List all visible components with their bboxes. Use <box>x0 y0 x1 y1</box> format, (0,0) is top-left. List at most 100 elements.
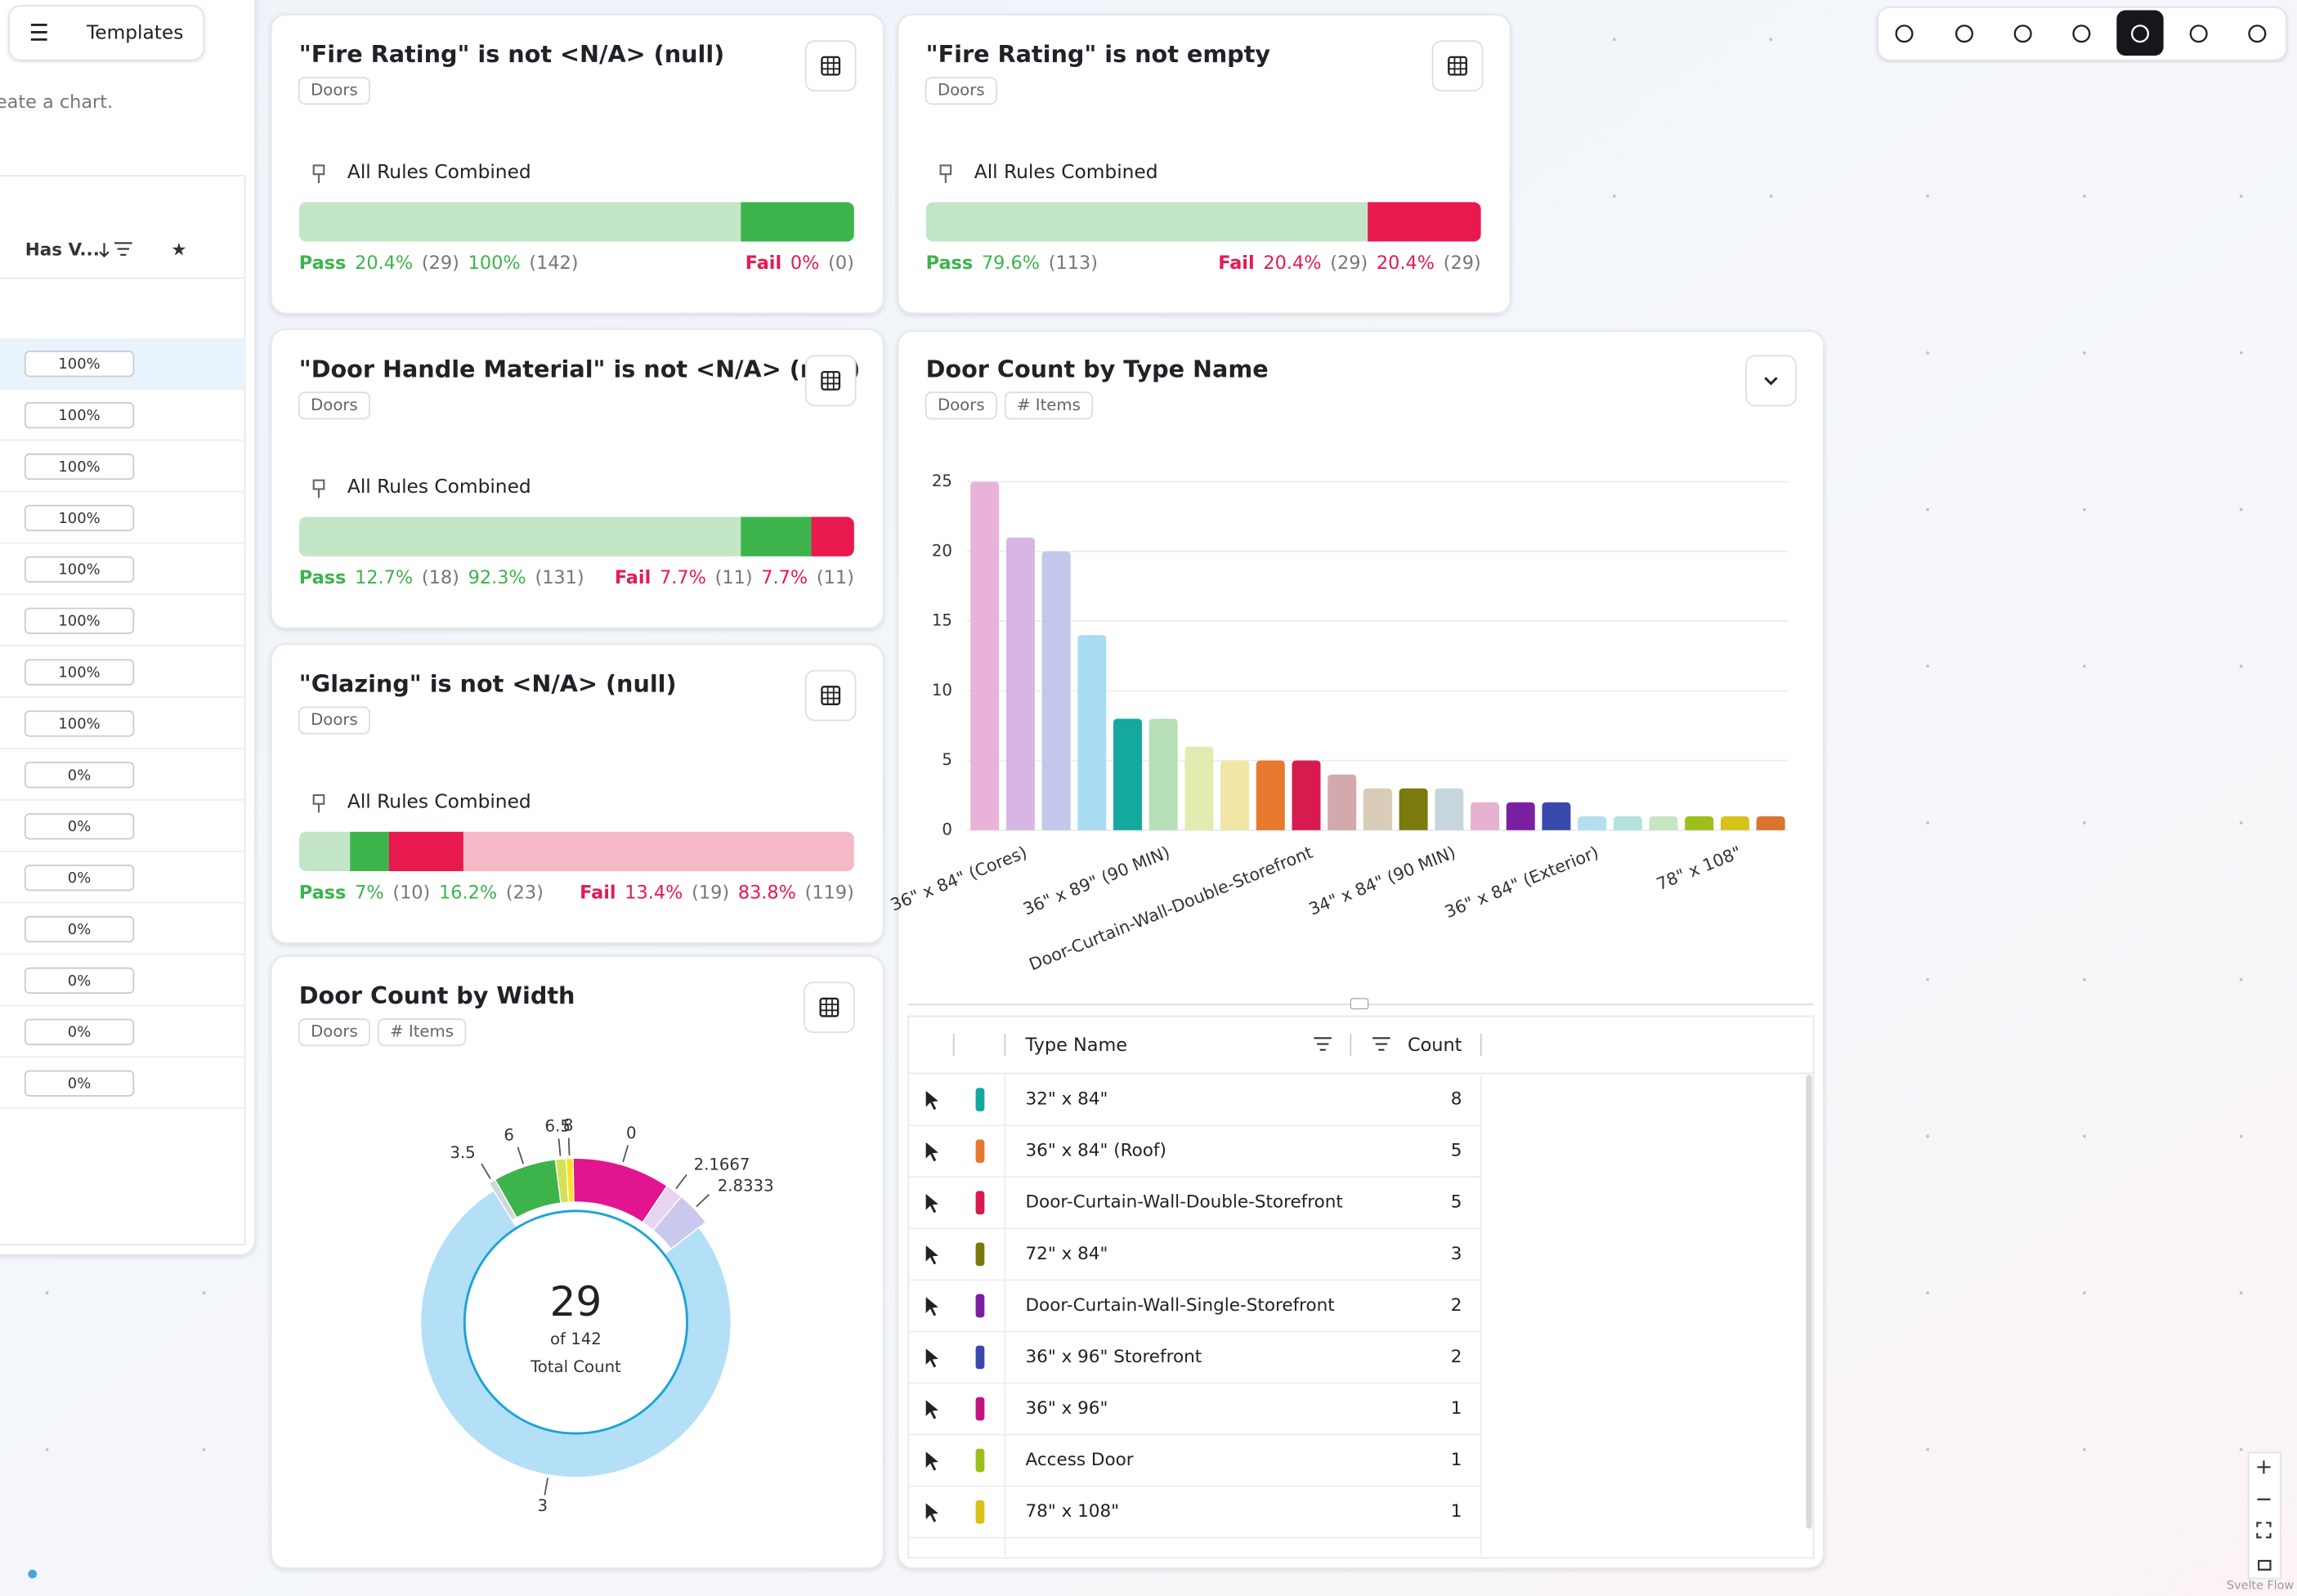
select-cursor[interactable] <box>925 1245 938 1265</box>
type-name: 36" x 96" Storefront <box>1025 1347 1202 1367</box>
pass-value: 20.4% <box>355 253 413 274</box>
chart-title: Door Count by Width <box>299 981 575 1009</box>
percent-value: 100% <box>58 561 100 579</box>
pass-label: Pass <box>299 882 347 903</box>
percent-field <box>24 556 135 583</box>
leader-line <box>567 1138 571 1156</box>
percent-field <box>24 607 135 634</box>
fail-value: (19) <box>692 882 729 903</box>
select-cursor[interactable] <box>925 1400 938 1419</box>
fail-segment <box>1368 202 1481 242</box>
table-button[interactable] <box>804 981 855 1034</box>
leader-line <box>696 1194 710 1208</box>
slice-label: 2.1667 <box>694 1155 750 1174</box>
rule-icon <box>939 164 952 183</box>
table-frame <box>907 1015 1815 1559</box>
type-count: 2 <box>1451 1347 1462 1367</box>
fail-segment <box>811 516 854 557</box>
pass-value: 92.3% <box>468 567 526 588</box>
table-button[interactable] <box>804 669 857 722</box>
percent-field <box>24 1018 135 1045</box>
fail-value: (29) <box>1330 253 1368 274</box>
percent-value: 100% <box>58 664 100 681</box>
hint: eate a chart. <box>0 92 113 113</box>
bar <box>1005 537 1035 830</box>
select-cursor[interactable] <box>925 1142 938 1162</box>
type-name: Door-Curtain-Wall-Double-Storefront <box>1025 1192 1342 1213</box>
select-cursor[interactable] <box>925 1090 938 1111</box>
type-name: Door-Curtain-Wall-Single-Storefront <box>1025 1295 1334 1316</box>
toolbar-icon[interactable] <box>1954 25 1974 43</box>
table-icon <box>1448 56 1467 76</box>
table-icon <box>821 686 841 705</box>
table-icon <box>821 370 841 391</box>
bar <box>1649 816 1678 830</box>
type-name: 32" x 84" <box>1025 1089 1108 1110</box>
bar <box>1113 718 1142 830</box>
donut-total: 29 <box>550 1277 602 1326</box>
toolbar-icon[interactable] <box>2072 25 2091 43</box>
leader-line <box>517 1147 524 1165</box>
pass-label: Pass <box>299 567 347 588</box>
splitter-handle[interactable] <box>1350 998 1369 1010</box>
table-icon-lines <box>1448 56 1466 75</box>
column-separators <box>952 1033 1482 1056</box>
toolbar-icon[interactable] <box>2130 25 2150 43</box>
bar <box>970 481 1000 830</box>
select-cursor[interactable] <box>925 1451 938 1471</box>
percent-field <box>24 351 135 378</box>
pass-segment <box>741 202 854 242</box>
table-icon <box>821 56 841 76</box>
table-button[interactable] <box>1431 40 1484 92</box>
slice-label: 3 <box>538 1496 549 1515</box>
templates-button[interactable] <box>8 5 205 61</box>
fail-label: Fail <box>615 567 651 588</box>
slice-label: 0 <box>626 1124 637 1142</box>
table-button[interactable] <box>804 355 857 407</box>
toolbar-icon[interactable] <box>2013 25 2032 43</box>
toolbar-icon[interactable] <box>2248 25 2267 43</box>
bar <box>1077 635 1107 830</box>
percent-field <box>24 402 135 429</box>
leader-line <box>544 1478 549 1495</box>
select-cursor[interactable] <box>925 1348 938 1368</box>
filter-icons[interactable] <box>1314 1037 1390 1051</box>
select-cursor[interactable] <box>925 1297 938 1317</box>
tag: # Items <box>390 1022 454 1041</box>
menu-button[interactable] <box>1745 355 1797 407</box>
color-swatch <box>975 1397 985 1421</box>
star-icon: ★ <box>171 239 186 260</box>
y-tick-label: 20 <box>932 541 952 560</box>
type-name: 36" x 96" <box>1025 1398 1108 1419</box>
percent-value: 0% <box>68 767 91 784</box>
type-count: 3 <box>1451 1244 1462 1264</box>
type-count: 1 <box>1451 1398 1462 1419</box>
rule-bar <box>298 516 854 557</box>
toolbar-icon[interactable] <box>2189 25 2208 43</box>
bar <box>1685 816 1714 830</box>
fail-value: (29) <box>1444 253 1481 274</box>
percent-value: 100% <box>58 458 100 476</box>
tag-box <box>298 391 370 420</box>
select-cursor[interactable] <box>925 1503 938 1522</box>
percent-value: 0% <box>68 818 91 835</box>
leader-line <box>481 1163 491 1179</box>
tag-box <box>298 706 370 735</box>
status-dot <box>28 1569 38 1579</box>
sort-icon <box>99 242 132 258</box>
zoom-icons[interactable] <box>2256 1460 2272 1571</box>
fail-value: 20.4% <box>1263 253 1321 274</box>
tag: Doors <box>311 81 358 100</box>
color-swatch <box>975 1088 985 1111</box>
fail-label: Fail <box>1218 253 1254 274</box>
toolbar-icon[interactable] <box>1895 25 1914 43</box>
fail-value: 83.8% <box>738 882 796 903</box>
pass-value: (23) <box>506 882 544 903</box>
table-icon <box>819 997 840 1017</box>
chart-title: Door Count by Type Name <box>926 355 1269 382</box>
rule-title: "Fire Rating" is not <N/A> (null) <box>299 40 725 68</box>
table-button[interactable] <box>804 40 857 92</box>
pass-value: 7% <box>355 882 383 903</box>
select-cursor[interactable] <box>925 1193 938 1214</box>
